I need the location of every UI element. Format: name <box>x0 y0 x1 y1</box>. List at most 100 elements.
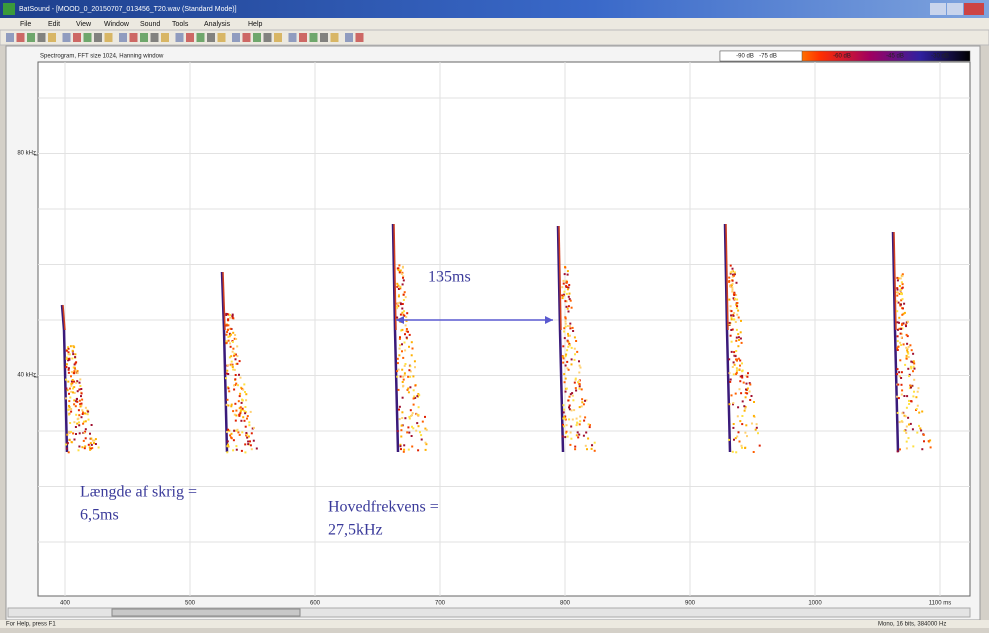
x-label: 1100 ms <box>929 601 952 607</box>
call-pixel <box>396 362 399 365</box>
call-pixel <box>903 429 906 432</box>
call-pixel <box>575 424 578 427</box>
call-pixel <box>67 408 70 411</box>
tool-button[interactable] <box>73 33 81 42</box>
call-pixel <box>70 390 73 393</box>
horizontal-scrollbar[interactable] <box>7 607 971 618</box>
call-pixel <box>404 296 407 299</box>
menu-item[interactable]: Edit <box>48 21 60 28</box>
call-pixel <box>227 386 229 389</box>
tool-button[interactable] <box>129 33 138 42</box>
call-pixel <box>413 395 416 398</box>
call-pixel <box>233 337 236 340</box>
tool-button[interactable] <box>16 33 25 42</box>
call-pixel <box>755 423 758 426</box>
tool-button[interactable] <box>320 33 328 42</box>
menu-item[interactable]: Analysis <box>204 21 231 28</box>
tool-button[interactable] <box>48 33 56 42</box>
tool-button[interactable] <box>175 33 184 42</box>
tool-button[interactable] <box>274 33 282 42</box>
tool-button[interactable] <box>263 33 272 42</box>
call-pixel <box>408 431 411 434</box>
call-pixel <box>396 316 399 319</box>
menu-item[interactable]: View <box>76 21 92 28</box>
call-pixel <box>88 446 91 449</box>
call-pixel <box>82 439 85 442</box>
menu-item[interactable]: Help <box>248 21 263 28</box>
close-button[interactable] <box>964 3 984 15</box>
call-pixel <box>82 431 85 434</box>
call-pixel <box>730 340 733 343</box>
call-pixel <box>574 448 577 451</box>
call-pixel <box>570 358 573 361</box>
maximize-button[interactable] <box>947 3 963 15</box>
call-pixel <box>227 443 229 446</box>
call-pixel <box>227 364 230 367</box>
call-pixel <box>569 299 572 302</box>
call-pixel <box>74 426 77 428</box>
call-pixel <box>73 380 75 383</box>
frequency-annotation: 27,5kHz <box>328 522 383 539</box>
call-stem <box>391 223 400 453</box>
tool-button[interactable] <box>186 33 194 42</box>
tool-button[interactable] <box>330 33 339 42</box>
call-pixel <box>74 371 77 374</box>
scroll-thumb[interactable] <box>111 608 301 617</box>
call-pixel <box>758 444 761 447</box>
menu-item[interactable]: Window <box>104 21 130 28</box>
call-pixel <box>246 417 248 420</box>
call-pixel <box>728 372 731 375</box>
tool-button[interactable] <box>62 33 71 42</box>
call-pixel <box>80 416 83 419</box>
call-pixel <box>78 388 81 391</box>
call-pixel <box>728 438 731 441</box>
call-pixel <box>233 413 236 416</box>
tool-button[interactable] <box>94 33 102 42</box>
call-pixel <box>225 403 228 406</box>
tool-button[interactable] <box>27 33 35 42</box>
tool-button[interactable] <box>299 33 307 42</box>
call-pixel <box>414 384 417 387</box>
call-pixel <box>242 416 245 419</box>
tool-button[interactable] <box>119 33 127 42</box>
tool-button[interactable] <box>207 33 215 42</box>
call-pixel <box>584 416 587 419</box>
menu-item[interactable]: File <box>20 21 31 28</box>
call-pixel <box>238 433 241 436</box>
call-pixel <box>580 405 583 408</box>
call-pixel <box>588 426 591 429</box>
call-pixel <box>398 408 400 411</box>
tool-button[interactable] <box>309 33 318 42</box>
call-pixel <box>65 447 68 450</box>
tool-button[interactable] <box>83 33 92 42</box>
tool-button[interactable] <box>345 33 353 42</box>
tool-button[interactable] <box>150 33 159 42</box>
tool-button[interactable] <box>217 33 226 42</box>
call-pixel <box>899 448 901 451</box>
call-pixel <box>75 381 78 384</box>
call-pixel <box>84 445 87 448</box>
call-pixel <box>741 376 744 379</box>
tool-button[interactable] <box>104 33 113 42</box>
menu-item[interactable]: Tools <box>172 21 189 28</box>
call-pixel <box>75 413 78 416</box>
minimize-button[interactable] <box>930 3 946 15</box>
call-pixel <box>561 294 564 297</box>
tool-button[interactable] <box>6 33 14 42</box>
tool-button[interactable] <box>232 33 240 42</box>
tool-button[interactable] <box>196 33 205 42</box>
tool-button[interactable] <box>355 33 364 42</box>
tool-button[interactable] <box>242 33 251 42</box>
tool-button[interactable] <box>253 33 261 42</box>
call-pixel <box>400 424 403 427</box>
tool-button[interactable] <box>37 33 46 42</box>
tool-button[interactable] <box>140 33 148 42</box>
call-pixel <box>578 387 581 390</box>
length-annotation: Længde af skrig = <box>80 484 197 501</box>
tool-button[interactable] <box>288 33 297 42</box>
tool-button[interactable] <box>161 33 169 42</box>
call-pixel <box>582 403 585 406</box>
call-pixel <box>74 353 77 356</box>
menu-item[interactable]: Sound <box>140 21 160 28</box>
call-pixel <box>226 430 229 433</box>
